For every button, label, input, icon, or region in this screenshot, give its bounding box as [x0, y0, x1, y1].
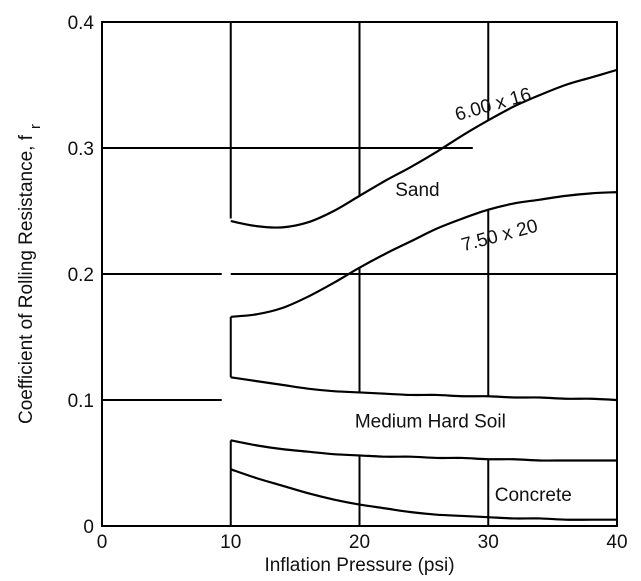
- annotation-medium-hard-soil: Medium Hard Soil: [355, 412, 506, 433]
- curves: [230, 68, 618, 521]
- curve-concrete: [230, 468, 617, 521]
- x-tick-label: 30: [478, 532, 499, 553]
- y-tick-labels: 0 0.1 0.2 0.3 0.4: [68, 13, 95, 538]
- y-tick-label: 0.4: [68, 13, 95, 34]
- y-tick-label: 0: [83, 517, 94, 538]
- x-tick-label: 0: [97, 532, 108, 553]
- y-axis-label-subscript: r: [27, 124, 44, 129]
- y-axis-label-main: Coefficient of Rolling Resistance, f: [16, 134, 37, 424]
- y-tick-label: 0.2: [68, 265, 94, 286]
- x-tick-label: 20: [349, 532, 370, 553]
- curve-sand-7-50x20: [230, 191, 618, 318]
- curve-soil-upper: [230, 376, 618, 402]
- annotation-6-00-x-16: 6.00 x 16: [453, 84, 534, 126]
- y-tick-label: 0.3: [68, 139, 94, 160]
- y-tick-label: 0.1: [68, 391, 94, 412]
- curve-soil-lower: [230, 439, 617, 462]
- y-axis-label: Coefficient of Rolling Resistance, f r: [16, 124, 44, 424]
- x-tick-label: 10: [220, 532, 241, 553]
- x-tick-label: 40: [606, 532, 627, 553]
- annotation-sand: Sand: [395, 180, 439, 201]
- x-tick-labels: 0 10 20 30 40: [97, 532, 628, 553]
- annotation-7-50-x-20: 7.50 x 20: [459, 216, 540, 257]
- gridlines: [102, 22, 617, 526]
- annotation-concrete: Concrete: [495, 485, 572, 506]
- x-axis-label: Inflation Pressure (psi): [264, 555, 454, 576]
- curve-sand-6-00x16: [230, 68, 618, 229]
